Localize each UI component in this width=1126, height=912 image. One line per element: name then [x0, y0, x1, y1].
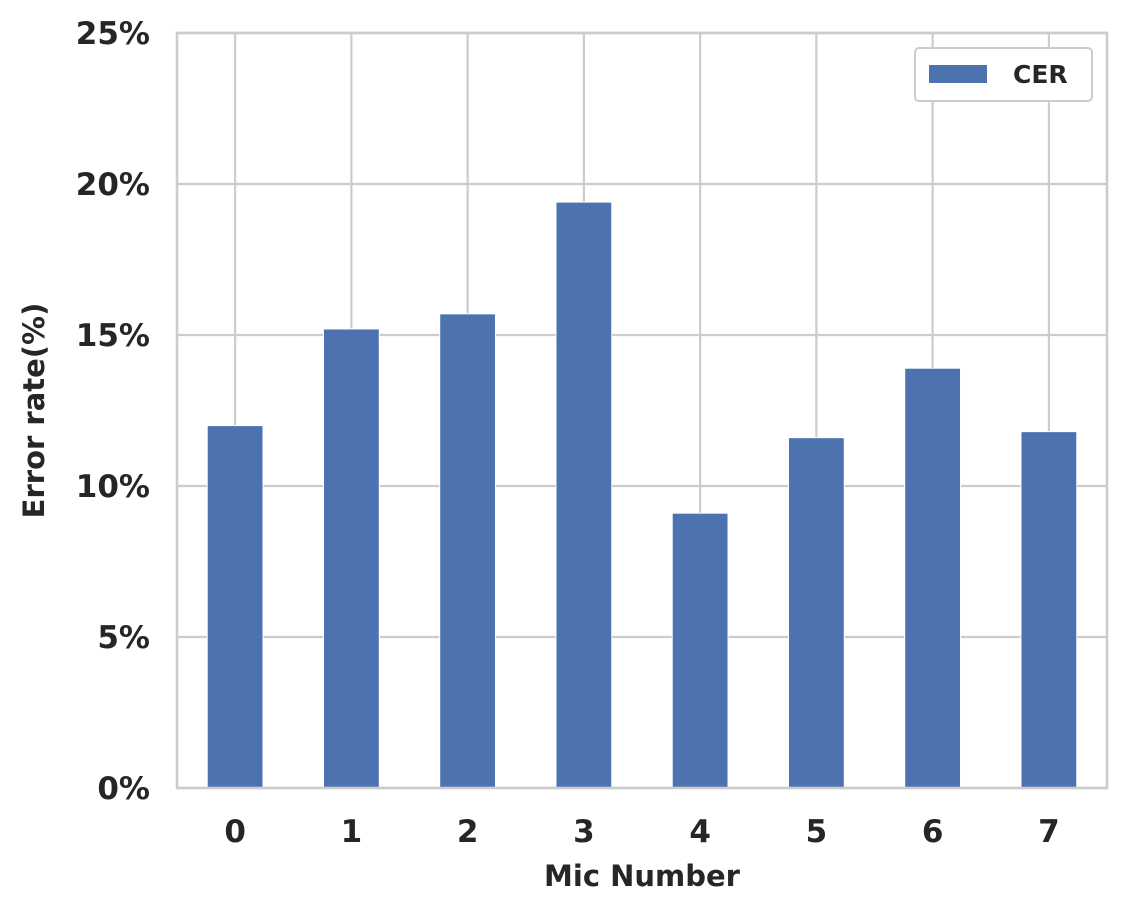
bar-0: [206, 425, 264, 789]
bar-4: [671, 512, 729, 789]
y-tick-label-1: 5%: [97, 620, 150, 656]
bar-5: [787, 437, 845, 789]
legend-box: [914, 47, 1093, 102]
y-tick-label-5: 25%: [76, 16, 150, 52]
bar-3: [555, 201, 613, 789]
bar-1: [322, 328, 380, 789]
bars: [206, 201, 1078, 789]
legend: CER: [914, 47, 1093, 102]
y-tick-labels: 0% 5% 10% 15% 20% 25%: [76, 16, 150, 807]
x-tick-label-0: 0: [224, 814, 246, 850]
x-tick-label-1: 1: [341, 814, 363, 850]
legend-swatch: [929, 65, 987, 83]
x-tick-label-5: 5: [806, 814, 828, 850]
x-tick-label-6: 6: [922, 814, 944, 850]
x-tick-labels: 0 1 2 3 4 5 6 7: [224, 814, 1059, 850]
y-tick-label-2: 10%: [76, 469, 150, 505]
y-tick-label-3: 15%: [76, 318, 150, 354]
y-tick-label-0: 0%: [97, 771, 150, 807]
x-tick-label-7: 7: [1038, 814, 1060, 850]
legend-label: CER: [1013, 60, 1068, 89]
y-axis-label: Error rate(%): [17, 303, 51, 519]
bar-7: [1020, 431, 1078, 789]
x-tick-label-2: 2: [457, 814, 479, 850]
bar-6: [904, 367, 962, 789]
x-tick-label-4: 4: [689, 814, 711, 850]
grid-lines: [177, 31, 1107, 790]
x-axis-label: Mic Number: [544, 859, 741, 893]
bar-2: [439, 313, 497, 789]
x-tick-label-3: 3: [573, 814, 595, 850]
y-tick-label-4: 20%: [76, 167, 150, 203]
plot-frame: [175, 31, 1109, 790]
